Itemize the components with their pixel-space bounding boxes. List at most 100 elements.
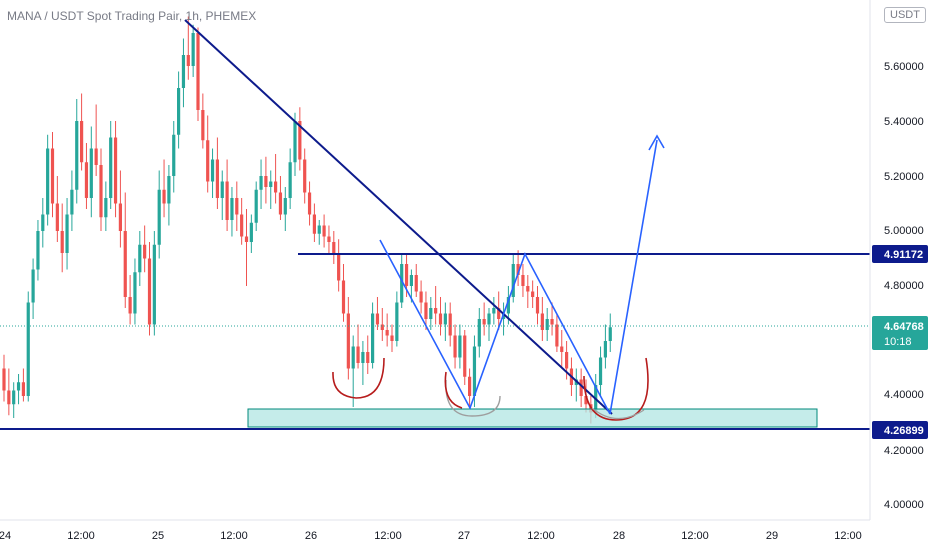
candle-up[interactable] (65, 214, 69, 254)
candle-up[interactable] (395, 302, 399, 342)
candle-up[interactable] (545, 319, 549, 330)
candle-up[interactable] (230, 198, 234, 220)
candle-down[interactable] (206, 140, 210, 182)
candle-down[interactable] (555, 324, 559, 347)
candle-down[interactable] (123, 231, 127, 297)
candle-down[interactable] (516, 264, 520, 275)
candle-down[interactable] (128, 297, 132, 314)
candle-up[interactable] (259, 176, 263, 190)
candle-up[interactable] (429, 308, 433, 319)
candle-up[interactable] (31, 269, 35, 303)
candle-down[interactable] (215, 159, 219, 199)
candle-up[interactable] (210, 159, 215, 182)
candle-down[interactable] (240, 214, 244, 237)
candle-down[interactable] (453, 335, 457, 358)
candle-down[interactable] (322, 225, 326, 237)
candle-up[interactable] (249, 222, 253, 242)
candle-up[interactable] (458, 335, 462, 358)
head-curve-gray[interactable] (445, 379, 501, 417)
candle-down[interactable] (298, 121, 302, 160)
candle-up[interactable] (41, 214, 45, 232)
candle-up[interactable] (603, 341, 607, 358)
descending-trendline[interactable] (184, 19, 613, 415)
candle-down[interactable] (579, 379, 583, 397)
candle-down[interactable] (560, 346, 564, 353)
candle-up[interactable] (288, 162, 292, 198)
candle-down[interactable] (584, 396, 588, 405)
candle-up[interactable] (371, 313, 375, 364)
candle-down[interactable] (21, 382, 25, 396)
candle-down[interactable] (424, 302, 428, 320)
candle-up[interactable] (472, 346, 477, 397)
candle-down[interactable] (60, 231, 64, 253)
time-axis[interactable]: 24 12:00 25 12:00 26 12:00 27 12:00 28 1… (0, 530, 862, 542)
candle-down[interactable] (346, 313, 350, 369)
candle-up[interactable] (181, 55, 186, 88)
candle-up[interactable] (26, 302, 30, 397)
candle-down[interactable] (521, 275, 525, 286)
candle-up[interactable] (511, 264, 515, 297)
candle-down[interactable] (307, 192, 312, 215)
support-zone-box[interactable] (247, 408, 818, 428)
candle-down[interactable] (2, 368, 6, 391)
candle-up[interactable] (409, 275, 413, 286)
candle-up[interactable] (46, 148, 50, 215)
candle-up[interactable] (138, 244, 142, 273)
candle-down[interactable] (143, 244, 147, 259)
candle-down[interactable] (332, 242, 336, 253)
candle-up[interactable] (12, 390, 16, 405)
candle-up[interactable] (109, 137, 113, 199)
candle-down[interactable] (278, 192, 283, 215)
candle-up[interactable] (269, 181, 273, 188)
candle-up[interactable] (400, 264, 404, 303)
candle-down[interactable] (526, 286, 530, 292)
chart-title[interactable]: MANA / USDT Spot Trading Pair, 1h, PHEME… (7, 9, 257, 23)
candle-down[interactable] (434, 308, 438, 314)
candle-up[interactable] (254, 189, 258, 223)
candle-down[interactable] (147, 258, 152, 325)
candle-up[interactable] (361, 352, 365, 363)
candle-up[interactable] (487, 313, 491, 325)
candle-down[interactable] (113, 137, 118, 204)
candle-up[interactable] (317, 225, 321, 234)
candle-up[interactable] (157, 189, 161, 245)
candle-down[interactable] (225, 181, 229, 221)
candle-down[interactable] (327, 236, 331, 243)
currency-unit-button[interactable]: USDT (884, 7, 926, 23)
pattern-zigzag-left[interactable] (379, 239, 611, 415)
candle-down[interactable] (419, 291, 423, 303)
candle-down[interactable] (201, 110, 205, 141)
candle-down[interactable] (264, 176, 268, 187)
candle-up[interactable] (220, 181, 224, 199)
candle-down[interactable] (84, 162, 89, 198)
candle-down[interactable] (337, 253, 341, 281)
candle-up[interactable] (177, 88, 181, 135)
candle-up[interactable] (104, 198, 108, 218)
candle-down[interactable] (118, 203, 122, 232)
head-curve-red[interactable] (444, 371, 463, 409)
candle-down[interactable] (80, 121, 84, 163)
candle-down[interactable] (274, 181, 278, 193)
candle-down[interactable] (380, 324, 384, 331)
candle-down[interactable] (531, 291, 535, 298)
candle-up[interactable] (598, 357, 603, 386)
candle-down[interactable] (375, 313, 380, 325)
candle-down[interactable] (196, 33, 200, 110)
candle-up[interactable] (152, 244, 156, 325)
candle-down[interactable] (356, 346, 360, 364)
candle-down[interactable] (50, 148, 55, 204)
candle-up[interactable] (492, 308, 496, 314)
candle-down[interactable] (463, 335, 467, 377)
candle-down[interactable] (244, 236, 249, 243)
candle-up[interactable] (172, 134, 176, 176)
candle-down[interactable] (390, 335, 394, 342)
candle-down[interactable] (55, 203, 59, 232)
candle-down[interactable] (341, 280, 346, 314)
candle-down[interactable] (540, 313, 544, 331)
candle-down[interactable] (438, 313, 443, 325)
candle-up[interactable] (443, 313, 447, 325)
candle-down[interactable] (312, 214, 316, 234)
candle-up[interactable] (293, 121, 297, 163)
candle-down[interactable] (303, 159, 307, 193)
candle-up[interactable] (167, 176, 171, 204)
